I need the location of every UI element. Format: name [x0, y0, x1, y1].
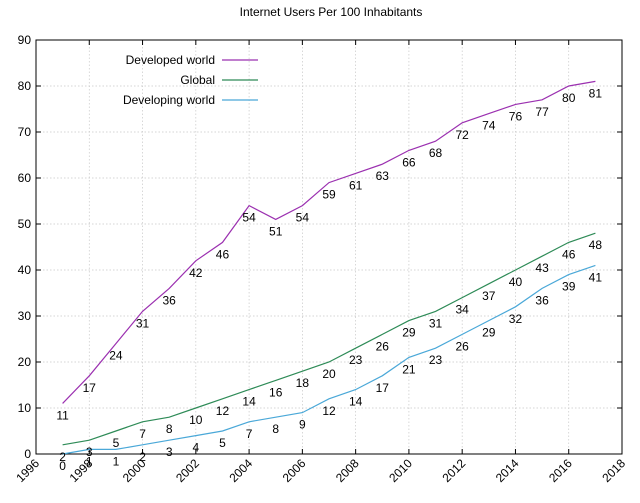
data-label: 24	[109, 349, 123, 363]
data-label: 14	[349, 395, 363, 409]
data-label: 3	[166, 445, 173, 459]
data-label: 12	[322, 404, 336, 418]
x-tick-label: 2002	[173, 456, 202, 485]
data-label: 61	[349, 178, 363, 192]
data-label: 37	[482, 289, 496, 303]
data-label: 77	[535, 105, 549, 119]
series-layer	[62, 80, 596, 455]
y-tick-label: 90	[18, 33, 32, 47]
x-tick-label: 2004	[226, 456, 255, 485]
data-label: 34	[456, 303, 470, 317]
data-label: 59	[322, 188, 336, 202]
data-label: 40	[509, 275, 523, 289]
x-tick-label: 2012	[440, 456, 469, 485]
data-label: 41	[589, 270, 603, 284]
data-label: 74	[482, 119, 496, 133]
data-label: 16	[269, 385, 283, 399]
data-label: 54	[242, 211, 256, 225]
data-label: 48	[589, 238, 603, 252]
data-label: 31	[429, 316, 443, 330]
legend-label: Developing world	[123, 93, 215, 107]
data-label: 51	[269, 224, 283, 238]
data-label: 36	[163, 293, 177, 307]
series-line-2	[62, 264, 596, 455]
plot-frame	[35, 39, 623, 455]
data-label: 1	[86, 454, 93, 468]
data-label: 20	[322, 367, 336, 381]
data-label: 14	[242, 395, 256, 409]
data-label: 8	[272, 422, 279, 436]
series-line-1	[62, 232, 596, 446]
x-tick-label: 2016	[546, 456, 575, 485]
data-label: 63	[376, 169, 390, 183]
data-label: 9	[299, 418, 306, 432]
data-label: 68	[429, 146, 443, 160]
data-label: 18	[296, 376, 310, 390]
data-label: 66	[402, 155, 416, 169]
data-label: 29	[482, 326, 496, 340]
y-tick-label: 20	[18, 355, 32, 369]
data-label: 17	[83, 381, 97, 395]
y-tick-label: 60	[18, 171, 32, 185]
data-label: 39	[562, 280, 576, 294]
data-label: 7	[139, 427, 146, 441]
data-label: 7	[246, 427, 253, 441]
legend-label: Developed world	[126, 53, 215, 67]
y-tick-label: 70	[18, 125, 32, 139]
x-tick-label: 2018	[599, 456, 628, 485]
y-tick-label: 10	[18, 401, 32, 415]
data-label: 54	[296, 211, 310, 225]
data-label: 0	[59, 459, 66, 473]
x-tick-label: 2008	[333, 456, 362, 485]
legend-label: Global	[180, 73, 215, 87]
data-label: 21	[402, 362, 416, 376]
data-label: 23	[349, 353, 363, 367]
x-tick-label: 2006	[280, 456, 309, 485]
series-line-0	[62, 80, 596, 404]
data-label: 46	[216, 247, 230, 261]
data-label: 5	[113, 436, 120, 450]
data-label: 26	[456, 339, 470, 353]
x-tick-label: 2014	[493, 456, 522, 485]
data-label: 80	[562, 91, 576, 105]
grid	[36, 40, 622, 454]
y-tick-label: 80	[18, 79, 32, 93]
data-label: 36	[535, 293, 549, 307]
data-label: 23	[429, 353, 443, 367]
data-label: 32	[509, 312, 523, 326]
data-label: 2	[59, 450, 66, 464]
data-label: 2	[139, 450, 146, 464]
data-label: 8	[166, 422, 173, 436]
data-label: 11	[56, 408, 69, 422]
data-label: 3	[86, 445, 93, 459]
data-label: 81	[589, 86, 603, 100]
x-tick-label: 1996	[13, 456, 42, 485]
chart-title: Internet Users Per 100 Inhabitants	[240, 5, 423, 19]
data-label: 5	[219, 436, 226, 450]
data-label: 26	[376, 339, 390, 353]
data-label: 46	[562, 247, 576, 261]
data-label: 76	[509, 109, 523, 123]
data-label: 31	[136, 316, 150, 330]
x-tick-label: 2010	[386, 456, 415, 485]
data-label: 29	[402, 326, 416, 340]
y-tick-label: 0	[24, 447, 31, 461]
legend: Developed world Global Developing world	[123, 53, 258, 107]
data-label: 10	[189, 413, 203, 427]
data-label: 43	[535, 261, 549, 275]
data-label: 72	[456, 128, 470, 142]
y-tick-label: 40	[18, 263, 32, 277]
data-label: 1	[113, 454, 120, 468]
data-label: 42	[189, 266, 203, 280]
data-label: 17	[376, 381, 390, 395]
data-label: 12	[216, 404, 230, 418]
data-label: 4	[192, 441, 199, 455]
y-tick-label: 30	[18, 309, 32, 323]
y-tick-label: 50	[18, 217, 32, 231]
